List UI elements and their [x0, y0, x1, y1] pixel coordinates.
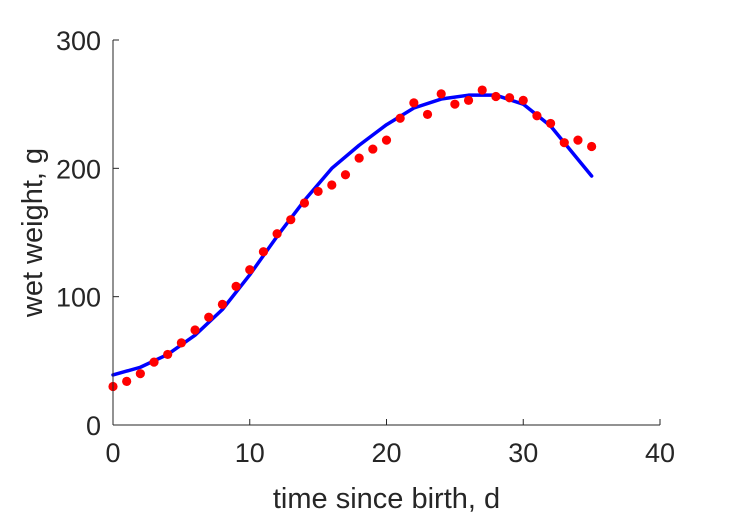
- data-point: [258, 247, 269, 257]
- data-point: [395, 113, 405, 123]
- model-fit-line: [111, 93, 594, 377]
- data-point: [491, 91, 501, 102]
- data-point: [409, 98, 419, 108]
- data-point: [286, 215, 296, 225]
- data-point: [204, 312, 214, 322]
- data-point: [477, 85, 487, 95]
- data-point: [436, 89, 446, 99]
- data-point: [354, 153, 364, 163]
- data-point: [217, 299, 227, 309]
- data-point: [381, 135, 392, 145]
- data-point: [176, 338, 186, 348]
- data-point: [573, 135, 583, 145]
- y-tick-label: 300: [56, 26, 101, 56]
- data-point: [422, 109, 433, 120]
- y-tick-label: 0: [86, 411, 101, 441]
- data-point: [532, 111, 542, 121]
- data-point: [122, 376, 132, 386]
- x-tick-label: 10: [235, 438, 265, 468]
- data-point: [272, 229, 282, 239]
- data-point: [327, 180, 337, 190]
- data-point: [450, 99, 460, 109]
- plot-area: [108, 85, 597, 392]
- data-point: [518, 95, 528, 105]
- data-point: [135, 369, 145, 379]
- data-point: [504, 93, 515, 103]
- data-point: [559, 138, 569, 148]
- y-axis-label: wet weight, g: [17, 148, 49, 318]
- y-tick-label: 100: [56, 283, 101, 313]
- axes: 0 10 20 30 40 0 100 200 300: [56, 26, 675, 468]
- x-axis-label: time since birth, d: [273, 483, 500, 515]
- data-point: [546, 118, 556, 129]
- data-point: [368, 144, 378, 154]
- data-point: [299, 198, 310, 208]
- data-point: [463, 95, 474, 105]
- data-point: [190, 325, 200, 335]
- x-tick-label: 40: [645, 438, 675, 468]
- data-point: [231, 281, 241, 291]
- data-point: [149, 357, 159, 367]
- data-point: [313, 186, 323, 197]
- x-tick-label: 0: [105, 438, 120, 468]
- x-tick-label: 30: [508, 438, 538, 468]
- data-point: [245, 265, 255, 275]
- data-point: [340, 170, 351, 180]
- y-tick-label: 200: [56, 154, 101, 184]
- x-tick-label: 20: [371, 438, 401, 468]
- data-point: [587, 141, 597, 152]
- data-point: [163, 349, 173, 360]
